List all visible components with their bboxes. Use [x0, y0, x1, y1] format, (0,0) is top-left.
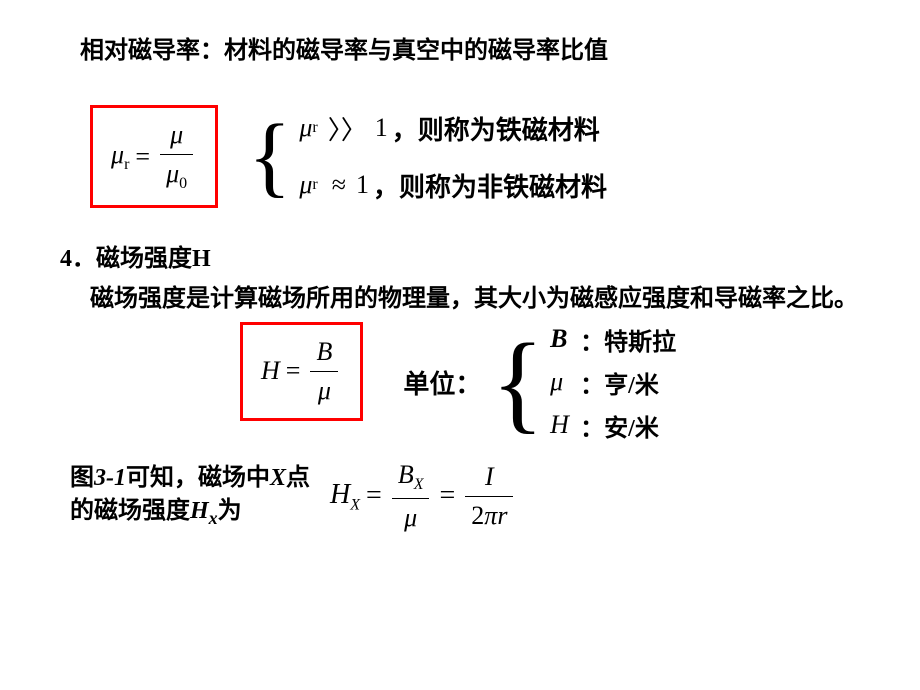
eq2-lhs: H: [261, 356, 280, 386]
figure-reference-text: 图3-1可知，磁场中X点的磁场强度Hx为: [70, 462, 310, 532]
formula-box-h: H = B μ: [240, 322, 363, 421]
unit-row-b: B ：特斯拉: [550, 322, 676, 357]
slide-content: 相对磁导率：材料的磁导率与真空中的磁导率比值 μr = μ μ0 { μ r 〉…: [0, 0, 920, 565]
eq2-fraction: B μ: [310, 335, 338, 408]
units-brace-icon: {: [491, 338, 544, 426]
formula-h-container: H = B μ: [240, 322, 363, 421]
section-4-body: 磁场强度是计算磁场所用的物理量，其大小为磁感应强度和导磁率之比。: [90, 283, 860, 317]
section-4-heading: 4．磁场强度H: [60, 238, 860, 273]
eq2-equals: =: [286, 356, 301, 386]
units-block: 单位： { B ：特斯拉 μ ：亨/米 H ：安/米: [403, 322, 676, 443]
eq1-lhs: μr: [111, 140, 129, 174]
cases-content: μ r 〉〉 1 ，则称为铁磁材料 μ r ≈ 1 ，则称为非铁磁材料: [299, 110, 607, 204]
formula-box-mu-r: μr = μ μ0: [90, 105, 218, 208]
page-title: 相对磁导率：材料的磁导率与真空中的磁导率比值: [80, 30, 860, 65]
unit-row-mu: μ ：亨/米: [550, 365, 676, 400]
unit-row-h: H ：安/米: [550, 408, 676, 443]
units-label: 单位：: [403, 364, 481, 401]
equation-row-1: μr = μ μ0 { μ r 〉〉 1 ，则称为铁磁材料 μ: [90, 105, 860, 208]
eq3-eq2: =: [439, 480, 455, 512]
eq1-fraction: μ μ0: [160, 118, 193, 195]
eq1-equals: =: [135, 142, 150, 172]
case-line-1: μ r 〉〉 1 ，则称为铁磁材料: [299, 110, 607, 147]
eq3-eq1: =: [366, 480, 382, 512]
eq3-H: HX: [330, 479, 360, 515]
eq3-frac2: I 2πr: [465, 460, 513, 533]
case-line-2: μ r ≈ 1 ，则称为非铁磁材料: [299, 167, 607, 204]
eq3-frac1: BX μ: [392, 458, 430, 535]
equation-row-2: H = B μ 单位： { B ：特斯拉 μ ：亨/米: [90, 322, 860, 443]
cases-group-1: { μ r 〉〉 1 ，则称为铁磁材料 μ r ≈ 1 ，则称为非铁磁材料: [248, 110, 607, 204]
equation-hx: HX = BX μ = I 2πr: [330, 458, 517, 535]
left-brace-icon: {: [248, 121, 291, 193]
units-content: B ：特斯拉 μ ：亨/米 H ：安/米: [550, 322, 676, 443]
equation-row-3: 图3-1可知，磁场中X点的磁场强度Hx为 HX = BX μ = I 2πr: [70, 458, 860, 535]
